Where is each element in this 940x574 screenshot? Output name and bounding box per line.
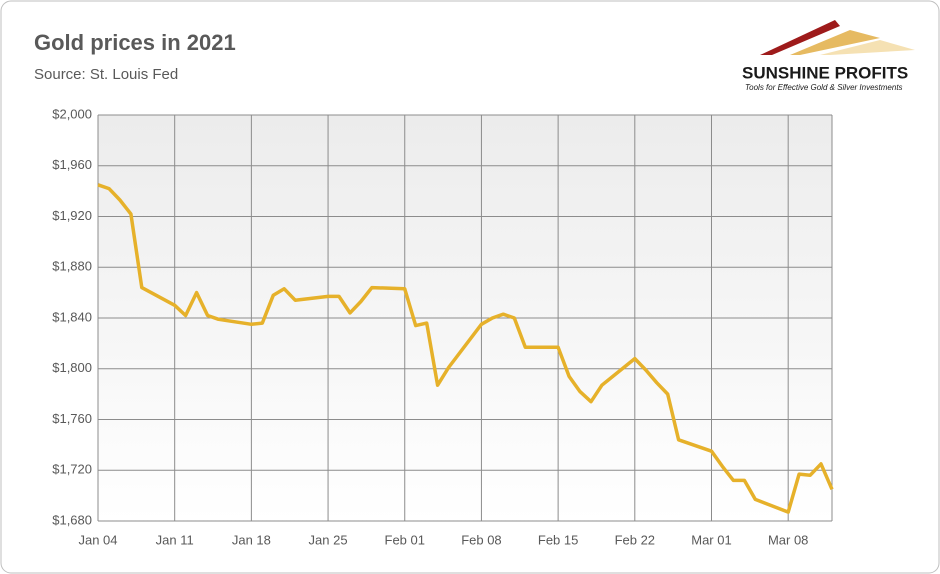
x-tick-label: Feb 15: [538, 532, 578, 547]
price-line: [97, 183, 834, 514]
y-tick-label: $1,880: [52, 259, 92, 274]
logo-name: SUNSHINE PROFITS: [742, 63, 908, 82]
subtitle: Source: St. Louis Fed: [34, 66, 178, 83]
x-tick-label: Jan 25: [309, 532, 348, 547]
logo-tagline: Tools for Effective Gold & Silver Invest…: [745, 83, 903, 92]
x-tick-label: Mar 01: [691, 532, 731, 547]
y-tick-label: $1,800: [52, 360, 92, 375]
y-tick-label: $2,000: [52, 106, 92, 121]
x-tick-label: Feb 01: [385, 532, 425, 547]
y-tick-label: $1,920: [52, 208, 92, 223]
y-tick-label: $1,680: [52, 512, 92, 527]
x-tick-label: Jan 11: [156, 532, 194, 547]
y-tick-label: $1,960: [52, 157, 92, 172]
x-tick-label: Feb 08: [461, 532, 501, 547]
logo-mark: [760, 20, 840, 55]
logo-mark: [790, 30, 880, 55]
y-tick-label: $1,760: [52, 411, 92, 426]
x-tick-label: Feb 22: [615, 532, 655, 547]
logo: SUNSHINE PROFITS Tools for Effective Gol…: [742, 20, 915, 92]
logo-mark: [820, 40, 915, 55]
y-tick-label: $1,840: [52, 309, 92, 324]
x-tick-label: Jan 04: [78, 532, 117, 547]
x-tick-label: Jan 18: [232, 532, 271, 547]
chart-title: Gold prices in 2021: [34, 30, 236, 55]
y-tick-label: $1,720: [52, 462, 92, 477]
x-tick-label: Mar 08: [768, 532, 808, 547]
